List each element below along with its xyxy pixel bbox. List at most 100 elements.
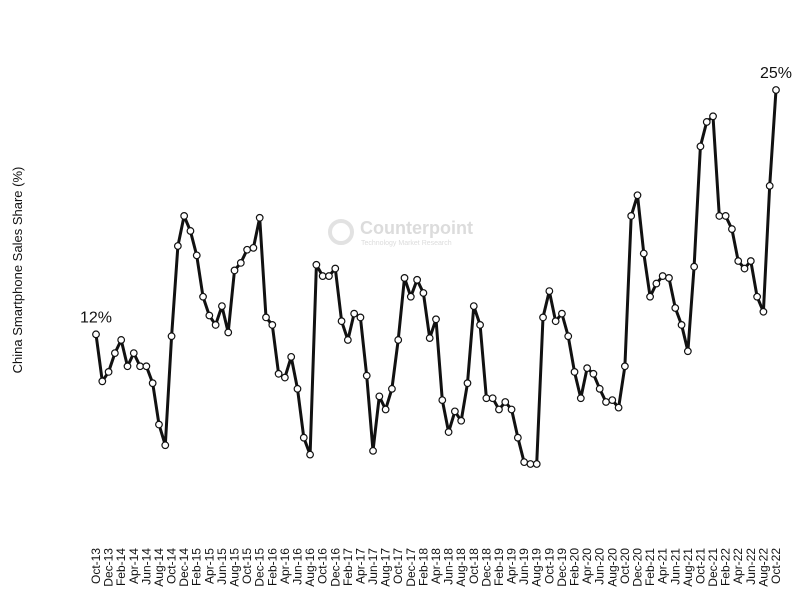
x-tick-label: Jun-17 xyxy=(366,548,380,585)
x-tick-label: Dec-13 xyxy=(102,548,116,587)
point xyxy=(614,403,623,412)
point xyxy=(356,313,365,322)
point xyxy=(117,336,126,344)
point xyxy=(595,384,604,393)
x-tick-label: Dec-16 xyxy=(328,548,342,587)
point xyxy=(413,275,422,284)
x-tick-label: Oct-18 xyxy=(467,548,481,584)
x-tick-label: Aug-14 xyxy=(152,548,166,587)
point xyxy=(551,317,560,326)
point xyxy=(658,272,667,280)
point xyxy=(564,332,573,341)
point xyxy=(312,260,321,269)
x-tick-label: Oct-17 xyxy=(391,548,405,584)
point xyxy=(457,416,466,425)
point xyxy=(381,405,390,414)
x-tick-label: Feb-20 xyxy=(568,548,582,586)
x-tick-label: Jun-22 xyxy=(744,548,758,585)
point xyxy=(167,332,176,341)
point xyxy=(192,251,201,260)
point xyxy=(262,313,270,322)
x-tick-label: Jun-18 xyxy=(442,548,456,585)
point xyxy=(375,392,384,401)
point xyxy=(123,362,132,371)
point xyxy=(532,460,541,468)
point xyxy=(362,371,371,380)
x-tick-label: Feb-17 xyxy=(341,548,355,586)
point xyxy=(110,349,119,358)
x-tick-label: Dec-20 xyxy=(630,548,644,587)
point xyxy=(690,262,699,271)
point xyxy=(325,272,333,280)
point xyxy=(173,242,182,250)
point xyxy=(495,405,503,414)
point xyxy=(211,321,220,329)
x-tick-label: Dec-15 xyxy=(253,548,267,587)
point xyxy=(148,379,157,388)
point xyxy=(406,292,415,301)
point xyxy=(715,212,724,220)
x-tick-label: Dec-17 xyxy=(404,548,418,587)
point xyxy=(488,394,497,403)
point xyxy=(425,334,434,342)
x-tick-label: Feb-18 xyxy=(416,548,430,586)
x-tick-label: Apr-19 xyxy=(505,548,519,584)
x-tick-label: Aug-16 xyxy=(303,548,317,587)
y-axis-label: China Smartphone Sales Share (%) xyxy=(10,167,25,374)
watermark-logo xyxy=(328,219,354,245)
point xyxy=(388,384,396,393)
x-tick-label: Dec-18 xyxy=(479,548,493,587)
point xyxy=(469,302,478,311)
x-tick-label: Feb-15 xyxy=(190,548,204,586)
point xyxy=(400,274,409,282)
point xyxy=(280,373,289,382)
point xyxy=(520,458,529,467)
x-tick-label: Apr-17 xyxy=(353,548,367,584)
point xyxy=(753,292,762,301)
point xyxy=(765,181,774,190)
point xyxy=(142,362,151,371)
point xyxy=(507,405,516,414)
x-tick-label: Oct-16 xyxy=(316,548,330,584)
point xyxy=(570,368,579,376)
point xyxy=(702,118,711,126)
x-tick-label: Feb-22 xyxy=(719,548,733,586)
line xyxy=(94,89,778,466)
x-tick-label: Apr-14 xyxy=(127,548,141,584)
point xyxy=(337,317,346,326)
x-tick-label: Aug-19 xyxy=(530,548,544,587)
point xyxy=(432,315,440,324)
point xyxy=(772,86,780,94)
point xyxy=(343,336,352,344)
point xyxy=(287,352,296,361)
point xyxy=(677,321,686,329)
point xyxy=(438,396,447,405)
point xyxy=(369,446,377,455)
point xyxy=(602,398,610,406)
point xyxy=(652,279,661,288)
x-tick-label: Oct-22 xyxy=(769,548,783,584)
point xyxy=(709,112,717,121)
x-tick-label: Apr-21 xyxy=(656,548,670,584)
x-tick-label: Apr-22 xyxy=(731,548,745,584)
point xyxy=(180,212,189,220)
point xyxy=(129,349,138,358)
x-tick-label: Feb-19 xyxy=(492,548,506,586)
x-tick-label: Oct-15 xyxy=(240,548,254,584)
point xyxy=(161,441,170,450)
value-label: 25% xyxy=(760,65,792,82)
point xyxy=(665,274,673,282)
point xyxy=(199,292,207,301)
point xyxy=(696,142,705,151)
point xyxy=(526,460,535,468)
point xyxy=(394,336,403,344)
x-tick-label: Jun-21 xyxy=(668,548,682,585)
point xyxy=(350,309,359,318)
watermark-title: Counterpoint xyxy=(360,218,473,238)
point xyxy=(92,330,100,339)
x-tick-label: Jun-15 xyxy=(215,548,229,585)
point xyxy=(205,311,214,320)
point xyxy=(558,309,566,318)
point xyxy=(539,313,547,322)
